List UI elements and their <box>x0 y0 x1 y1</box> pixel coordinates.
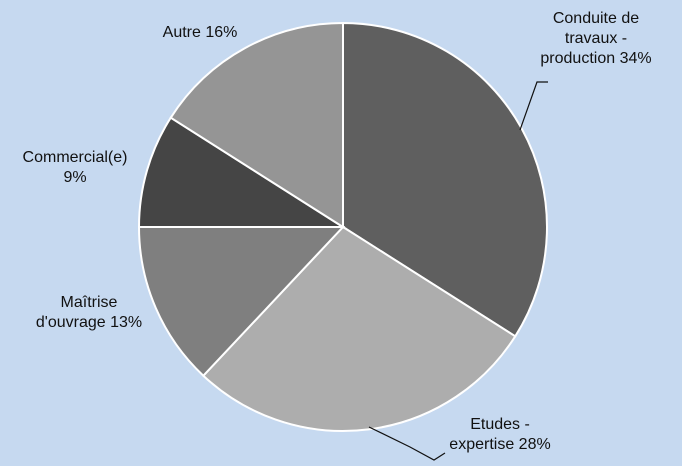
slice-maitrise-ouvrage <box>137 226 346 378</box>
label-commercial: Commercial(e) 9% <box>22 149 128 186</box>
label-etudes-expertise: Etudes - expertise 28% <box>449 416 551 453</box>
leader-line-conduite <box>519 81 548 131</box>
slice-conduite-de-travaux <box>342 21 548 338</box>
slice-etudes-expertise <box>201 225 517 432</box>
leader-line-etudes <box>368 426 446 461</box>
slice-commercial <box>137 116 347 228</box>
slice-autre <box>169 21 344 229</box>
label-autre: Autre 16% <box>162 24 238 41</box>
label-conduite-de-travaux: Conduite de travaux - production 34% <box>540 10 652 67</box>
label-maitrise-ouvrage: Maîtrise d'ouvrage 13% <box>35 294 143 331</box>
